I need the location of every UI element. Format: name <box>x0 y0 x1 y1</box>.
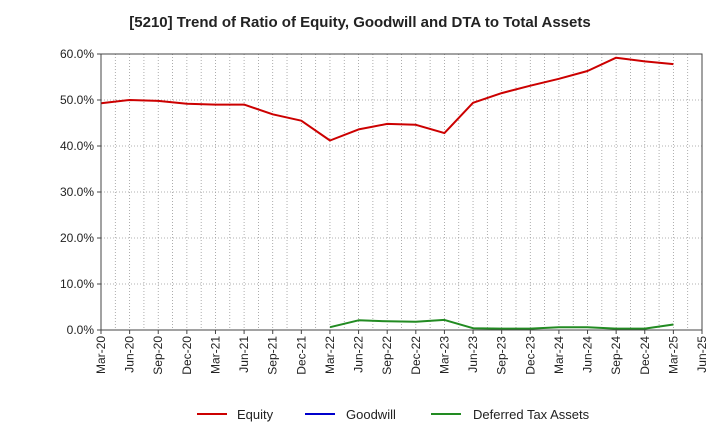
x-tick-label: Dec-24 <box>638 336 652 375</box>
chart-title: [5210] Trend of Ratio of Equity, Goodwil… <box>129 14 591 31</box>
x-tick-label: Jun-24 <box>581 336 595 373</box>
x-tick-label: Dec-21 <box>294 336 308 375</box>
x-tick-label: Jun-20 <box>123 336 137 373</box>
x-tick-label: Dec-22 <box>409 336 423 375</box>
y-tick-label: 50.0% <box>60 93 94 107</box>
grid-lines <box>101 53 702 330</box>
y-tick-label: 30.0% <box>60 185 94 199</box>
series-lines <box>100 56 674 330</box>
y-tick-label: 60.0% <box>60 47 94 61</box>
legend-label-goodwill: Goodwill <box>346 407 396 422</box>
x-tick-label: Jun-23 <box>466 336 480 373</box>
x-tick-label: Jun-25 <box>695 336 709 373</box>
x-tick-label: Sep-23 <box>495 336 509 375</box>
x-tick-label: Mar-22 <box>323 336 337 374</box>
y-tick-label: 20.0% <box>60 231 94 245</box>
x-tick-label: Jun-21 <box>237 336 251 373</box>
legend: Equity Goodwill Deferred Tax Assets <box>197 407 590 422</box>
y-tick-label: 10.0% <box>60 277 94 291</box>
x-tick-label: Mar-20 <box>94 336 108 374</box>
legend-label-deferred-tax-assets: Deferred Tax Assets <box>473 407 590 422</box>
y-tick-label: 40.0% <box>60 139 94 153</box>
x-tick-label: Mar-25 <box>666 336 680 374</box>
legend-label-equity: Equity <box>237 407 274 422</box>
x-tick-label: Dec-23 <box>523 336 537 375</box>
x-tick-label: Mar-24 <box>552 336 566 374</box>
y-tick-label: 0.0% <box>67 323 95 337</box>
series-line-deferred-tax-assets <box>329 318 674 330</box>
x-tick-label: Sep-21 <box>266 336 280 375</box>
x-tick-label: Mar-21 <box>208 336 222 374</box>
plot-border <box>100 53 703 331</box>
x-tick-label: Jun-22 <box>352 336 366 373</box>
x-tick-label: Sep-22 <box>380 336 394 375</box>
x-tick-label: Dec-20 <box>180 336 194 375</box>
x-tick-label: Sep-24 <box>609 336 623 375</box>
x-tick-label: Sep-20 <box>151 336 165 375</box>
x-tick-label: Mar-23 <box>437 336 451 374</box>
series-line-equity <box>100 56 674 142</box>
axes: 0.0% 10.0% 20.0% 30.0% 40.0% 50.0% 60.0% Mar-20… <box>60 47 709 375</box>
